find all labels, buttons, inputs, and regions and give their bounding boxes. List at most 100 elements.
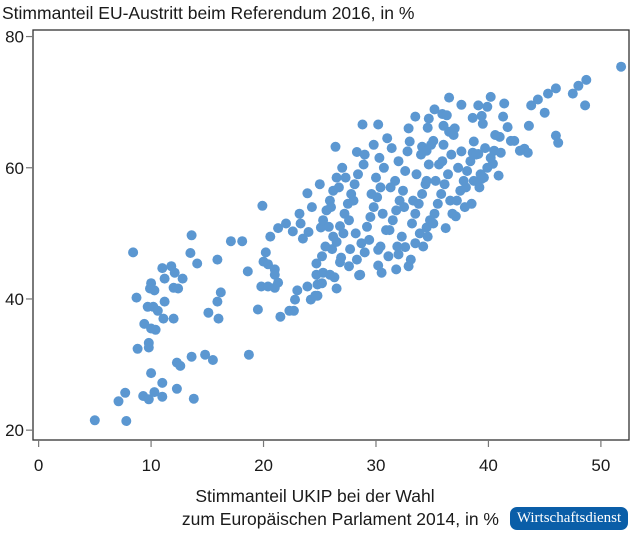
data-point xyxy=(396,231,407,242)
data-point xyxy=(430,175,441,186)
data-point xyxy=(290,294,300,305)
data-point xyxy=(320,241,331,252)
data-point xyxy=(480,143,491,154)
data-point xyxy=(338,228,349,239)
data-point xyxy=(462,166,473,176)
data-point xyxy=(410,238,421,249)
data-point xyxy=(203,307,214,318)
data-point xyxy=(362,221,372,232)
data-point xyxy=(359,247,370,258)
data-point xyxy=(329,272,340,283)
data-point xyxy=(393,156,404,167)
x-tick-label: 40 xyxy=(479,456,498,475)
x-tick-label: 50 xyxy=(591,456,610,475)
data-point xyxy=(145,283,155,294)
data-point xyxy=(281,218,291,229)
data-point xyxy=(428,218,439,229)
data-point xyxy=(477,118,488,129)
data-point xyxy=(403,123,414,134)
data-point xyxy=(514,145,525,156)
axis-ticks: 0 10 20 30 40 50 20 40 60 80 xyxy=(5,28,610,475)
data-point xyxy=(284,305,295,316)
data-point xyxy=(269,282,280,293)
data-point xyxy=(376,267,387,278)
data-point xyxy=(185,248,196,258)
data-point xyxy=(263,259,273,270)
data-point xyxy=(373,244,384,255)
data-point xyxy=(171,383,182,394)
data-point xyxy=(410,208,421,219)
data-point xyxy=(374,152,385,163)
data-point xyxy=(373,119,384,130)
data-point xyxy=(350,228,361,239)
data-point xyxy=(89,415,100,426)
data-point xyxy=(331,283,342,294)
y-tick-label: 40 xyxy=(5,290,24,309)
data-point xyxy=(345,244,356,255)
data-point xyxy=(447,208,458,219)
data-point xyxy=(476,110,487,121)
data-point xyxy=(407,218,417,229)
data-point xyxy=(212,254,223,265)
data-point xyxy=(348,195,359,206)
data-point xyxy=(159,296,170,307)
data-point xyxy=(349,179,360,190)
data-point xyxy=(121,416,132,426)
data-point xyxy=(356,238,367,249)
data-point xyxy=(405,254,416,265)
data-point xyxy=(453,162,464,173)
data-point xyxy=(365,212,376,222)
data-point xyxy=(269,269,280,280)
data-point xyxy=(143,342,154,353)
data-point xyxy=(471,149,482,160)
data-point xyxy=(392,241,403,252)
data-point xyxy=(207,355,218,365)
x-tick-label: 10 xyxy=(142,456,161,475)
data-point xyxy=(243,349,254,360)
data-point xyxy=(168,313,179,324)
data-point xyxy=(473,100,484,111)
y-tick-label: 60 xyxy=(5,159,24,178)
data-point xyxy=(400,242,411,253)
data-point xyxy=(225,236,236,247)
y-tick-label: 20 xyxy=(5,421,24,440)
data-point xyxy=(417,189,428,199)
x-axis-label-line2: zum Europäischen Parlament 2014, in % xyxy=(181,509,499,529)
data-point xyxy=(113,396,124,407)
data-point xyxy=(438,139,449,150)
data-point xyxy=(340,172,351,183)
data-point xyxy=(553,137,564,148)
data-point xyxy=(351,147,362,157)
data-point xyxy=(150,324,161,335)
data-point xyxy=(381,225,392,236)
data-point xyxy=(482,162,493,173)
data-point xyxy=(398,185,408,196)
data-point xyxy=(364,234,375,245)
data-point xyxy=(175,360,186,371)
data-point xyxy=(456,146,467,157)
data-point xyxy=(383,251,394,262)
data-point xyxy=(306,202,317,213)
data-point xyxy=(242,266,253,277)
data-point xyxy=(423,113,434,124)
data-point xyxy=(422,231,433,242)
data-point xyxy=(157,377,168,388)
data-point xyxy=(439,179,450,190)
data-point xyxy=(159,273,170,284)
data-point xyxy=(173,283,184,294)
data-point xyxy=(128,247,139,258)
data-point xyxy=(303,227,314,237)
chart-title: Stimmanteil EU-Austritt beim Referendum … xyxy=(2,3,415,23)
data-point xyxy=(260,247,271,258)
data-point xyxy=(532,94,543,105)
data-point xyxy=(328,231,339,242)
data-point xyxy=(344,215,354,226)
data-point xyxy=(302,188,313,199)
data-point xyxy=(421,175,432,186)
data-point xyxy=(359,149,370,160)
y-tick-label: 80 xyxy=(5,28,24,47)
data-point xyxy=(616,61,627,72)
data-point xyxy=(336,252,347,263)
x-axis-label-text: Stimmanteil UKIP bei der Wahl xyxy=(195,486,435,506)
